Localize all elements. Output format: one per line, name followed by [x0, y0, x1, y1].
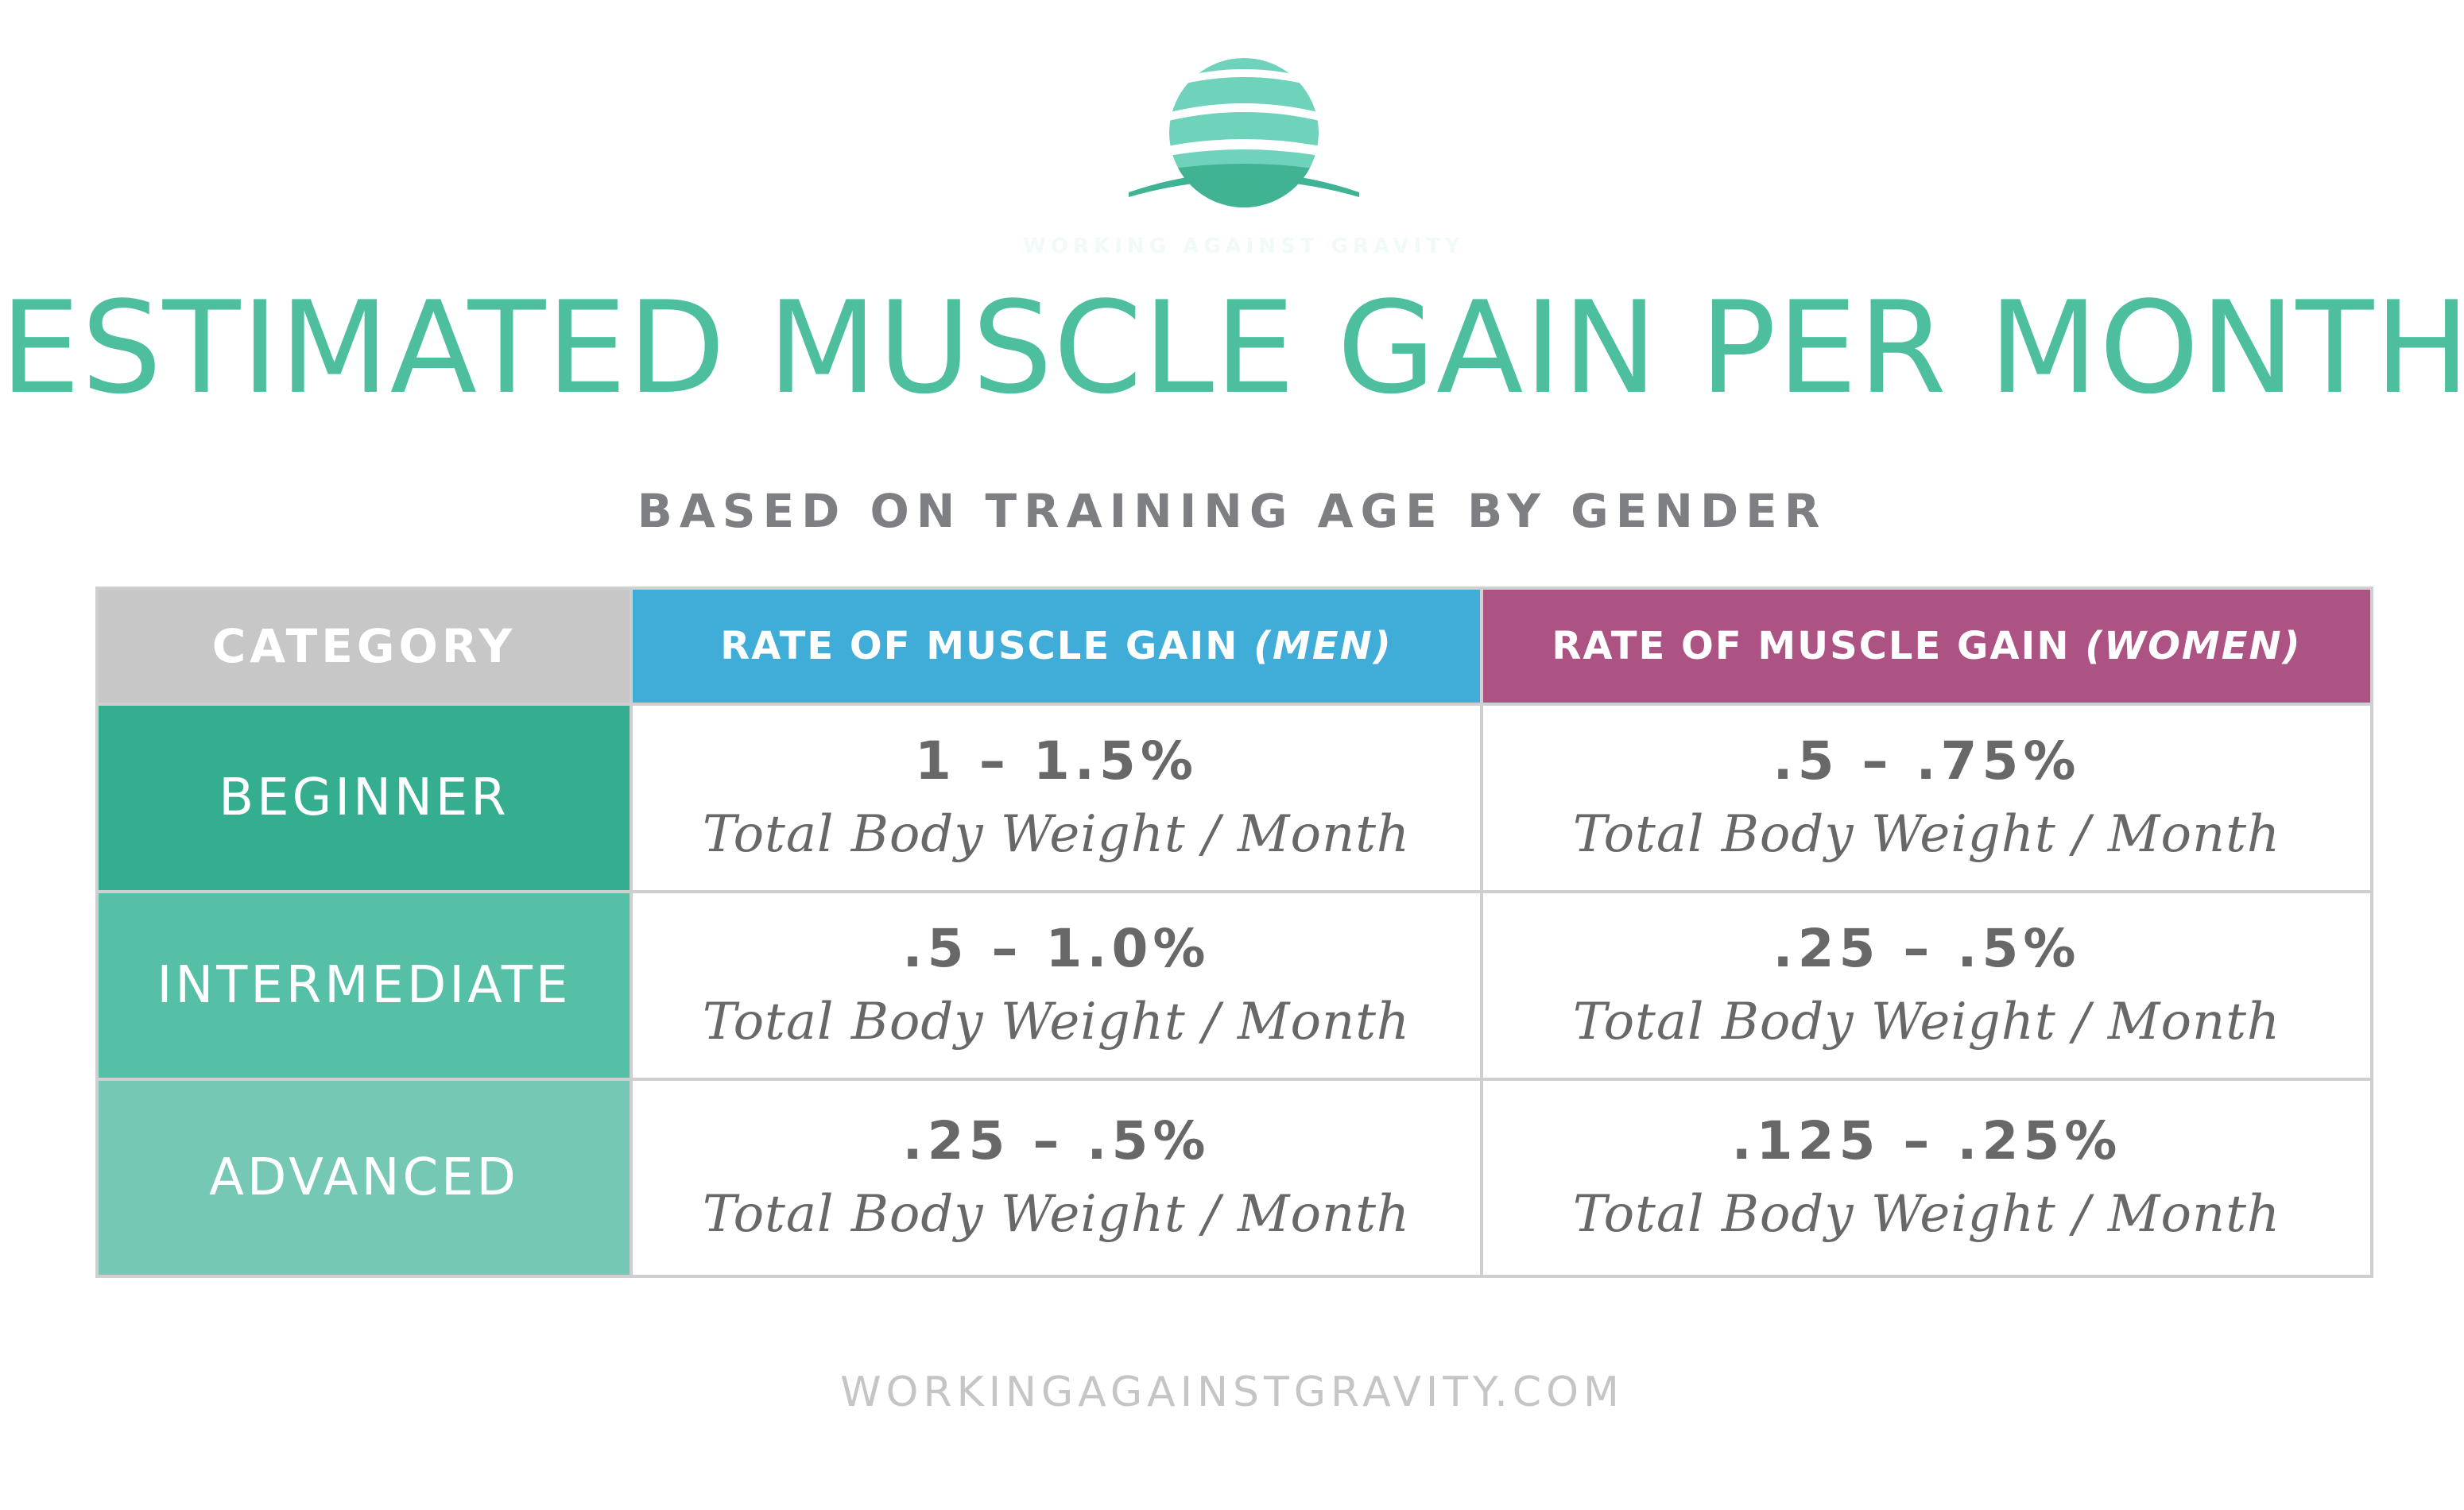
header-women: RATE OF MUSCLE GAIN (WOMEN) [1480, 587, 2373, 706]
women-unit: Total Body Weight / Month [1572, 805, 2281, 864]
header-men-label: RATE OF MUSCLE GAIN [720, 624, 1254, 668]
women-cell-advanced: .125 – .25% Total Body Weight / Month [1480, 1078, 2373, 1278]
women-range: .125 – .25% [1731, 1110, 2122, 1171]
header-women-label: RATE OF MUSCLE GAIN [1552, 624, 2086, 668]
logo-tagline: WORKING AGAINST GRAVITY [1023, 237, 1465, 256]
table-row-beginner: BEGINNER 1 – 1.5% Total Body Weight / Mo… [95, 703, 2373, 893]
page-title: ESTIMATED MUSCLE GAIN PER MONTH [0, 273, 2464, 422]
category-intermediate: INTERMEDIATE [95, 890, 633, 1081]
men-cell-intermediate: .5 – 1.0% Total Body Weight / Month [630, 890, 1483, 1081]
women-range: .5 – .75% [1772, 730, 2081, 792]
men-unit: Total Body Weight / Month [702, 993, 1411, 1051]
footer-website-link[interactable]: WORKINGAGAINSTGRAVITY.COM [840, 1369, 1624, 1416]
women-unit: Total Body Weight / Month [1572, 993, 2281, 1051]
page-subtitle: BASED ON TRAINING AGE BY GENDER [637, 484, 1827, 538]
men-range: .25 – .5% [902, 1110, 1211, 1171]
table-row-advanced: ADVANCED .25 – .5% Total Body Weight / M… [95, 1078, 2373, 1278]
women-range: .25 – .5% [1772, 918, 2081, 979]
men-cell-beginner: 1 – 1.5% Total Body Weight / Month [630, 703, 1483, 893]
sunset-horizon-logo-icon [1129, 57, 1359, 208]
women-unit: Total Body Weight / Month [1572, 1185, 2281, 1244]
women-cell-beginner: .5 – .75% Total Body Weight / Month [1480, 703, 2373, 893]
header-category: CATEGORY [95, 587, 633, 706]
table-row-intermediate: INTERMEDIATE .5 – 1.0% Total Body Weight… [95, 890, 2373, 1081]
women-cell-intermediate: .25 – .5% Total Body Weight / Month [1480, 890, 2373, 1081]
muscle-gain-table: CATEGORY RATE OF MUSCLE GAIN (MEN) RATE … [95, 587, 2373, 1278]
table-header-row: CATEGORY RATE OF MUSCLE GAIN (MEN) RATE … [95, 587, 2373, 706]
header-men: RATE OF MUSCLE GAIN (MEN) [630, 587, 1483, 706]
header-men-gender: (MEN) [1253, 624, 1393, 668]
men-cell-advanced: .25 – .5% Total Body Weight / Month [630, 1078, 1483, 1278]
category-beginner: BEGINNER [95, 703, 633, 893]
men-unit: Total Body Weight / Month [702, 1185, 1411, 1244]
men-range: .5 – 1.0% [902, 918, 1211, 979]
men-range: 1 – 1.5% [915, 730, 1198, 792]
category-advanced: ADVANCED [95, 1078, 633, 1278]
header-women-gender: (WOMEN) [2085, 624, 2302, 668]
men-unit: Total Body Weight / Month [702, 805, 1411, 864]
